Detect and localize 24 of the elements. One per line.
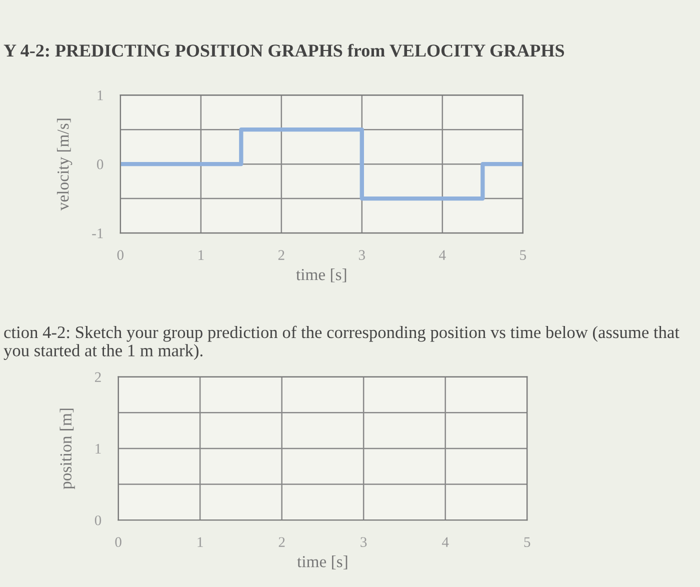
y-tick-label: 1 [98,90,103,100]
y-tick-label: 2 [94,372,101,382]
x-tick-label: 5 [524,537,530,548]
x-tick-label: 3 [360,537,367,548]
x-tick-label: 3 [358,250,365,260]
y-tick-label: 0 [94,515,102,526]
y-tick-label: 1 [96,444,101,454]
y-tick-label: -1 [92,228,103,238]
x-tick-label: 0 [117,250,124,260]
x-tick-label: 2 [278,250,284,260]
y-tick-label: 0 [97,159,104,170]
x-axis-title: time [s] [297,556,348,570]
y-axis-title: velocity [m/s] [56,118,72,211]
chart-title: Y 4-2: PREDICTING POSITION GRAPHS from VELOCITY GRAPHS [4,44,564,57]
x-tick-label: 5 [520,250,526,260]
x-tick-label: 1 [198,537,203,547]
chart-title: ction 4-2: Sketch your group prediction of the corresponding position vs time below (assume that you started at the 1 m mark). [4,326,680,360]
x-tick-label: 1 [198,250,204,260]
x-tick-label: 4 [439,250,446,260]
y-axis-title: position [m] [60,408,75,490]
x-axis-title: time [s] [296,268,346,282]
x-tick-label: 0 [115,537,122,548]
x-tick-label: 4 [442,537,449,547]
x-tick-label: 2 [278,537,285,547]
